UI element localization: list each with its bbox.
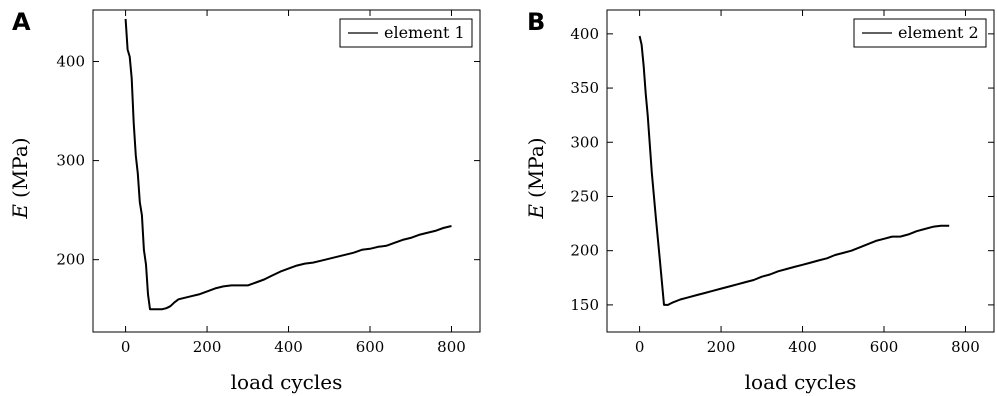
chart-1-ytick-label-5: 400 (570, 25, 599, 43)
chart-0-panel: A 0 200 400 600 800 200 300 400 load cycles E (MPa)… (8, 8, 481, 394)
chart-1-legend: element 2 (853, 18, 987, 48)
chart-1-panel-letter: B (527, 8, 545, 36)
chart-0-xtick-label-1: 200 (193, 338, 222, 356)
chart-0-xtick-label-2: 400 (274, 338, 303, 356)
chart-1-legend-label-0: element 2 (898, 23, 979, 42)
chart-1-ytick-label-1: 200 (570, 242, 599, 260)
chart-1-series-0-line (638, 35, 950, 306)
chart-1-ytick-label-2: 250 (570, 187, 599, 205)
chart-1-y-axis-variable: E (524, 204, 548, 220)
chart-0-legend: element 1 (339, 18, 473, 48)
chart-1-xtick-label-2: 400 (788, 338, 817, 356)
chart-1-ytick-label-4: 350 (570, 79, 599, 97)
chart-0-y-axis-variable: E (8, 204, 32, 220)
chart-0-y-axis-unit: (MPa) (8, 137, 32, 198)
chart-0-ytick-label-2: 400 (56, 53, 85, 71)
chart-1-panel: B 0 200 400 600 800 150 200 250 300 350 400 load cyc… (524, 8, 995, 394)
chart-1-ytick-label-3: 300 (570, 133, 599, 151)
chart-0-xtick-label-3: 600 (356, 338, 385, 356)
chart-1-plot-frame (606, 9, 995, 333)
chart-1-xtick-label-1: 200 (707, 338, 736, 356)
chart-0-y-axis-label: E (MPa) (8, 137, 32, 219)
chart-0-plot-frame (92, 9, 481, 333)
chart-1-xtick-label-0: 0 (635, 338, 645, 356)
chart-0-x-axis-label: load cycles (231, 370, 343, 394)
chart-1-y-axis-label: E (MPa) (524, 137, 548, 219)
chart-1-ytick-label-0: 150 (570, 296, 599, 314)
chart-1-xtick-label-4: 800 (951, 338, 980, 356)
chart-0-legend-label-0: element 1 (384, 23, 465, 42)
chart-0-xtick-label-4: 800 (437, 338, 466, 356)
chart-1-xtick-label-3: 600 (870, 338, 899, 356)
chart-0-series-0-line (124, 18, 452, 311)
chart-0-ytick-label-1: 300 (56, 152, 85, 170)
chart-1-y-axis-unit: (MPa) (524, 137, 548, 198)
chart-0-ytick-label-0: 200 (56, 251, 85, 269)
chart-0-panel-letter: A (12, 8, 31, 36)
chart-0-xtick-label-0: 0 (121, 338, 131, 356)
chart-1-x-axis-label: load cycles (745, 370, 857, 394)
